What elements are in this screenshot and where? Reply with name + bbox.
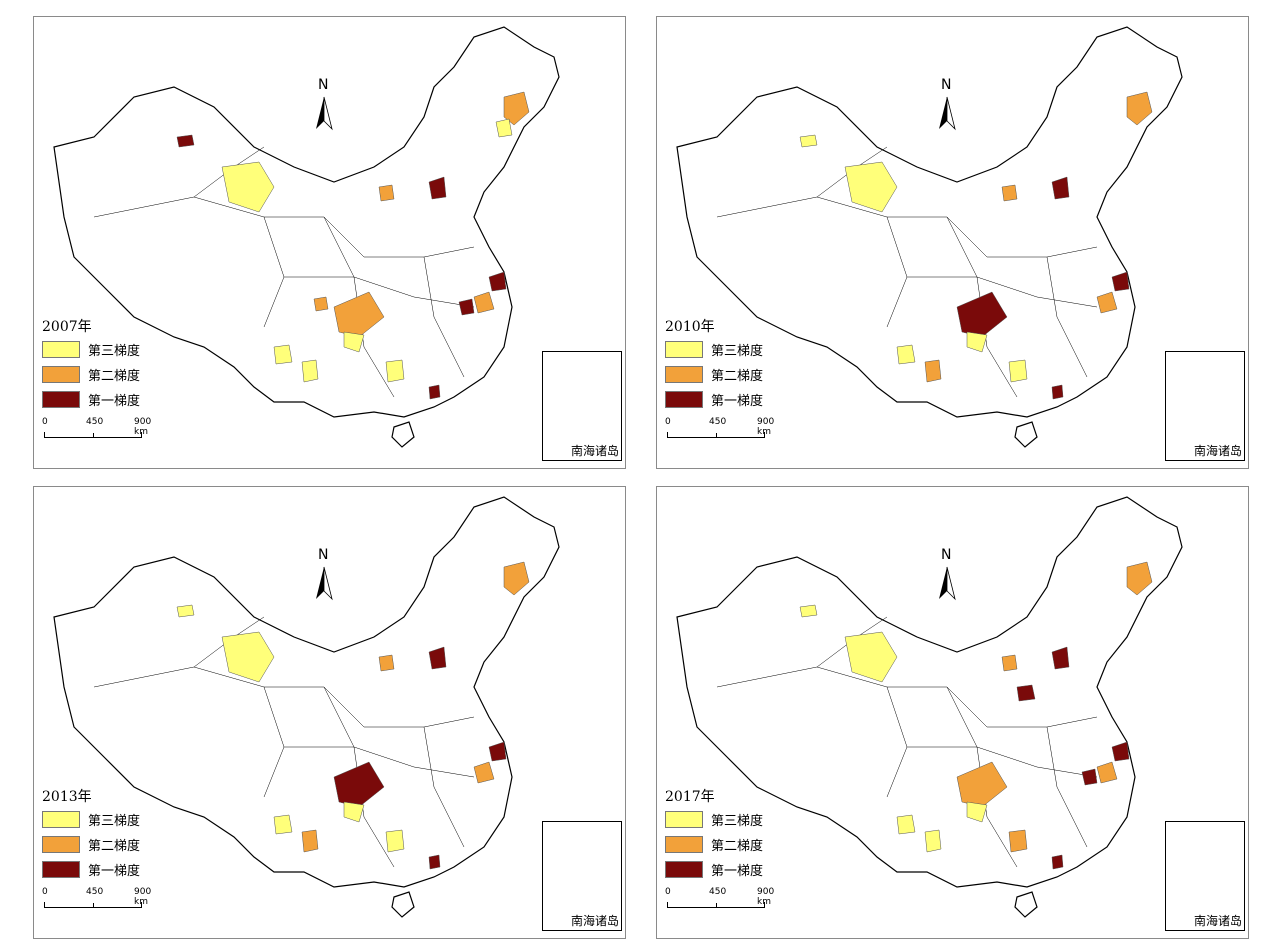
map-legend: 2007年 第三梯度 第二梯度 第一梯度 bbox=[42, 317, 140, 412]
year-label: 2007年 bbox=[42, 319, 92, 335]
china-map bbox=[676, 26, 1183, 448]
map-legend: 2010年 第三梯度 第二梯度 第一梯度 bbox=[665, 317, 763, 412]
region-tier3 bbox=[343, 331, 365, 353]
region-tier2 bbox=[503, 91, 530, 126]
region-tier1 bbox=[428, 176, 447, 200]
north-arrow: N bbox=[312, 77, 336, 133]
map-legend: 2013年 第三梯度 第二梯度 第一梯度 bbox=[42, 787, 140, 882]
year-label: 2017年 bbox=[665, 789, 715, 805]
region-tier1 bbox=[488, 271, 507, 292]
year-label: 2010年 bbox=[665, 319, 715, 335]
north-label: N bbox=[318, 77, 329, 93]
south-china-sea-inset: 南海诸岛 bbox=[542, 351, 622, 461]
scale-bar: 0 450 900 km bbox=[665, 417, 775, 438]
region-tier3 bbox=[495, 118, 513, 138]
map-legend: 2017年 第三梯度 第二梯度 第一梯度 bbox=[665, 787, 763, 882]
legend-item-tier1: 第一梯度 bbox=[42, 387, 140, 412]
region-tier2 bbox=[313, 296, 329, 312]
china-map bbox=[676, 496, 1183, 918]
legend-item-tier1: 第一梯度 bbox=[665, 857, 763, 882]
legend-item-tier3: 第三梯度 bbox=[665, 337, 763, 362]
legend-item-tier2: 第二梯度 bbox=[665, 362, 763, 387]
legend-item-tier2: 第二梯度 bbox=[665, 832, 763, 857]
region-tier1 bbox=[458, 298, 475, 316]
map-panel-2017: N 2017年 第三梯度 第二梯度 第一梯度 0 450 900 km 南海诸岛 bbox=[656, 486, 1249, 939]
north-arrow: N bbox=[312, 547, 336, 603]
north-arrow: N bbox=[935, 77, 959, 133]
legend-item-tier3: 第三梯度 bbox=[665, 807, 763, 832]
region-tier2 bbox=[333, 291, 385, 338]
scale-bar: 0 450 900 km bbox=[665, 887, 775, 908]
region-tier1 bbox=[428, 384, 441, 400]
map-panel-2013: N 2013年 第三梯度 第二梯度 第一梯度 0 450 900 km 南海诸岛 bbox=[33, 486, 626, 939]
legend-item-tier2: 第二梯度 bbox=[42, 362, 140, 387]
map-panel-2010: N 2010年 第三梯度 第二梯度 第一梯度 0 450 900 km 南海诸岛 bbox=[656, 16, 1249, 469]
legend-item-tier2: 第二梯度 bbox=[42, 832, 140, 857]
region-tier3 bbox=[301, 359, 319, 383]
south-china-sea-inset: 南海诸岛 bbox=[542, 821, 622, 931]
china-map bbox=[53, 26, 560, 448]
north-arrow: N bbox=[935, 547, 959, 603]
scale-bar: 0 450 900 km bbox=[42, 887, 152, 908]
inset-label: 南海诸岛 bbox=[570, 444, 619, 458]
scale-bar: 0 450 900 km bbox=[42, 417, 152, 438]
region-tier2 bbox=[378, 184, 395, 202]
legend-item-tier3: 第三梯度 bbox=[42, 337, 140, 362]
region-tier2 bbox=[473, 291, 495, 314]
legend-item-tier1: 第一梯度 bbox=[42, 857, 140, 882]
legend-item-tier1: 第一梯度 bbox=[665, 387, 763, 412]
south-china-sea-inset: 南海诸岛 bbox=[1165, 351, 1245, 461]
region-tier3 bbox=[221, 161, 275, 213]
region-tier1 bbox=[176, 134, 195, 148]
map-panel-2007: N 2007年 第三梯度 第二梯度 第一梯度 0 450 900 km 南海诸岛 bbox=[33, 16, 626, 469]
year-label: 2013年 bbox=[42, 789, 92, 805]
region-tier3 bbox=[273, 344, 293, 365]
south-china-sea-inset: 南海诸岛 bbox=[1165, 821, 1245, 931]
region-tier3 bbox=[385, 359, 405, 383]
legend-item-tier3: 第三梯度 bbox=[42, 807, 140, 832]
china-map bbox=[53, 496, 560, 918]
